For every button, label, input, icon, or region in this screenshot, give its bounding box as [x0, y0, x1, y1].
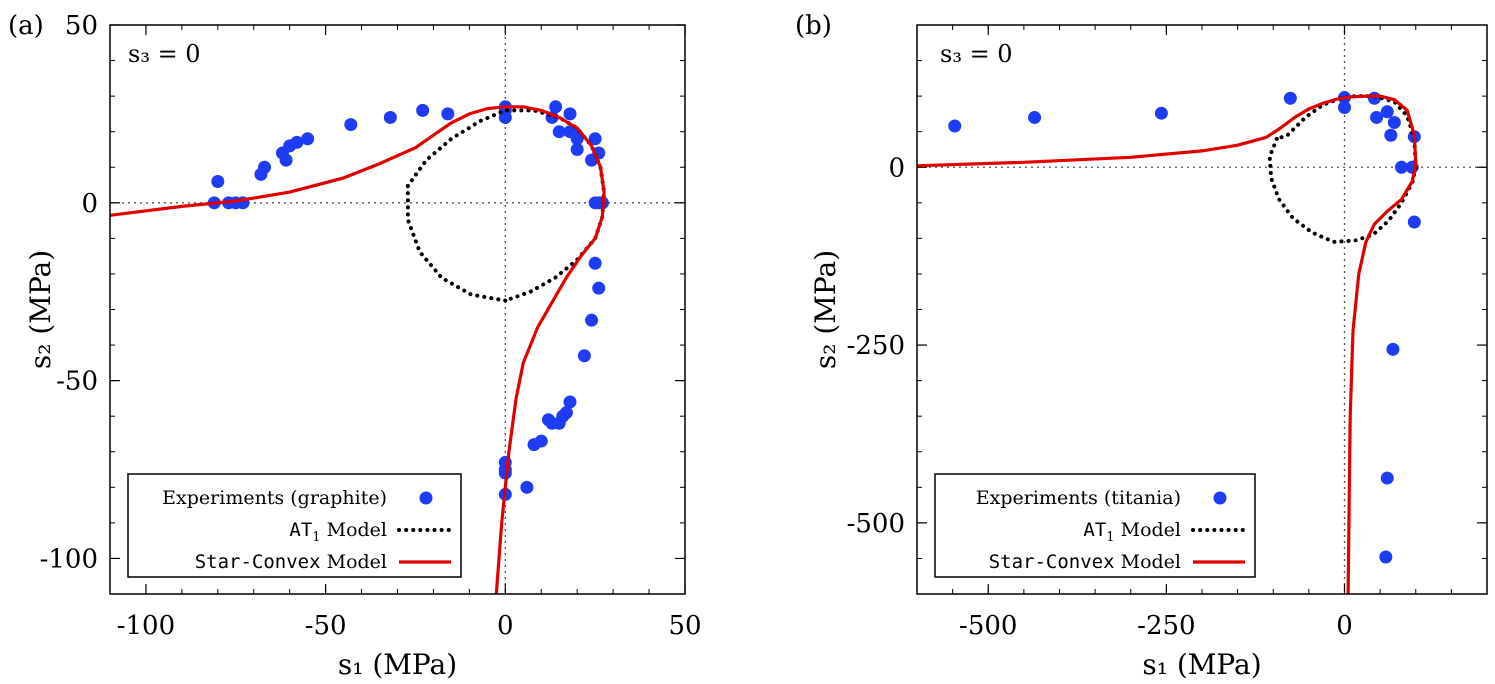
panel-a: -100 -50 0 50 -100 -50 0 50 s₃ = 0 (a) s₁ (MPa) s₂ …: [8, 11, 702, 681]
legend-label-subscript: 1: [1106, 530, 1114, 545]
y-tick-label: -250: [847, 331, 905, 361]
data-point: [577, 349, 591, 363]
y-tick-label: -50: [56, 367, 98, 397]
legend-label-rest: Model: [321, 551, 387, 573]
y-tick-label: 0: [81, 189, 98, 219]
y-tick-label: 0: [888, 153, 905, 183]
annotation-s3: s₃ = 0: [940, 40, 1013, 68]
data-point: [1338, 101, 1351, 115]
x-tick-label: 50: [668, 611, 701, 641]
data-point: [1380, 105, 1394, 119]
legend-symbol-points: [419, 491, 433, 505]
data-point: [588, 256, 602, 270]
legend-label-rest: Model: [321, 519, 387, 541]
x-axis-label: s₁ (MPa): [338, 648, 457, 681]
data-point: [211, 174, 225, 188]
data-point: [1384, 128, 1398, 142]
data-point: [1387, 115, 1401, 129]
data-point: [301, 132, 315, 146]
data-point: [1367, 91, 1381, 105]
x-tick-label: -100: [117, 611, 175, 641]
data-point: [1379, 550, 1393, 564]
data-point: [588, 132, 602, 146]
x-tick-label: 0: [1336, 611, 1353, 641]
data-point: [1370, 110, 1384, 124]
legend-label-rest: Model: [1115, 519, 1181, 541]
y-axis-label: s₂ (MPa): [809, 250, 842, 369]
data-point: [520, 480, 534, 494]
y-axis-label: s₂ (MPa): [24, 250, 57, 369]
legend: Experiments (titania)AT1 ModelStar-Conve…: [934, 473, 1256, 578]
data-point: [592, 281, 606, 295]
legend-symbol-points: [1213, 491, 1227, 505]
legend-label: Experiments (graphite): [162, 487, 387, 509]
data-point: [585, 313, 599, 327]
data-point: [527, 438, 541, 452]
annotation-s3: s₃ = 0: [128, 40, 201, 68]
legend-label: AT1 Model: [289, 519, 387, 545]
legend-box: [127, 473, 462, 578]
x-tick-label: -500: [959, 611, 1017, 641]
data-point: [570, 132, 584, 146]
data-point: [498, 110, 512, 124]
y-tick-label: 50: [65, 11, 98, 41]
data-point: [541, 413, 555, 427]
data-point: [1407, 215, 1421, 229]
legend-label-mono: Star-Convex: [195, 551, 321, 573]
data-point: [1283, 91, 1297, 105]
star-convex-model-curve: [917, 94, 1418, 594]
x-axis-label: s₁ (MPa): [1142, 648, 1261, 681]
star-convex-model-curve: [110, 105, 606, 594]
panel-label: (b): [795, 11, 832, 41]
y-tick-label: -100: [40, 544, 98, 574]
data-point: [344, 118, 358, 132]
legend-label-mono: AT: [289, 519, 312, 541]
legend-label: Experiments (titania): [976, 487, 1181, 509]
data-point: [258, 160, 272, 174]
data-point: [1028, 110, 1042, 124]
legend-label: Star-Convex Model: [989, 551, 1181, 573]
plot-area: [110, 100, 609, 594]
data-point: [1154, 106, 1168, 120]
data-point: [570, 142, 584, 156]
data-point: [1386, 342, 1400, 356]
legend-label-mono: Star-Convex: [989, 551, 1115, 573]
data-point: [279, 153, 293, 167]
x-tick-label: 0: [497, 611, 514, 641]
data-point: [383, 110, 397, 124]
data-point: [948, 119, 962, 133]
panel-b: -500 -250 0 -500 -250 0 s₃ = 0 (b) s₁ (MPa) s₂ (M…: [795, 11, 1488, 681]
y-tick-label: -500: [847, 509, 905, 539]
data-point: [1395, 160, 1408, 174]
legend-box: [934, 473, 1256, 578]
data-point: [563, 395, 577, 409]
data-point: [416, 103, 430, 117]
legend-label: Star-Convex Model: [195, 551, 387, 573]
data-point: [290, 135, 304, 149]
legend-label-rest: Model: [1115, 551, 1181, 573]
x-tick-label: -250: [1137, 611, 1195, 641]
data-point: [441, 107, 455, 121]
plot-frame: [916, 24, 1488, 595]
plot-frame: [109, 24, 686, 595]
x-tick-label: -50: [305, 611, 347, 641]
data-point: [563, 107, 577, 121]
legend-label-subscript: 1: [312, 530, 320, 545]
legend-label-mono: AT: [1083, 519, 1106, 541]
plot-area: [917, 91, 1421, 594]
data-point: [549, 100, 563, 114]
legend: Experiments (graphite)AT1 ModelStar-Conv…: [127, 473, 462, 578]
panel-label: (a): [8, 11, 44, 41]
data-point: [552, 125, 566, 139]
data-point: [1380, 471, 1394, 485]
experiment-points: [207, 100, 609, 501]
legend-label: AT1 Model: [1083, 519, 1181, 545]
